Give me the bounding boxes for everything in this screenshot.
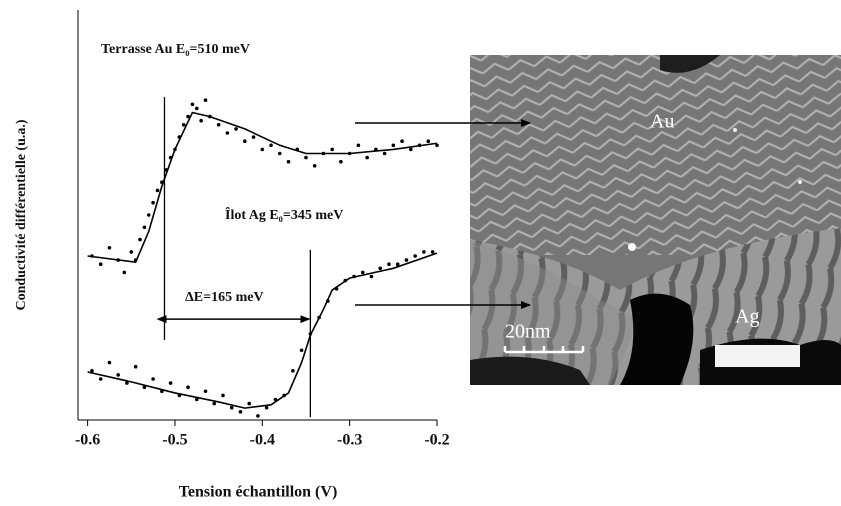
y-axis-label: Conductivité différentielle (u.a.) <box>14 119 29 310</box>
data-point <box>400 139 404 143</box>
data-point <box>146 213 151 217</box>
data-point <box>299 348 304 353</box>
x-tick-label: -0.3 <box>337 432 362 449</box>
data-point <box>382 151 387 156</box>
data-point <box>395 262 400 267</box>
data-point <box>98 377 103 381</box>
data-point <box>142 385 147 390</box>
data-point <box>339 159 343 164</box>
data-point <box>269 143 273 148</box>
data-point <box>356 143 361 148</box>
data-point <box>365 155 369 160</box>
data-point <box>155 188 160 193</box>
data-point <box>116 373 120 377</box>
data-point <box>151 200 155 205</box>
data-point <box>369 274 374 279</box>
fit-line <box>87 111 438 264</box>
data-point <box>378 266 383 271</box>
data-point <box>168 381 173 385</box>
scale-bar <box>503 346 585 354</box>
data-point <box>125 381 129 385</box>
image-label: Au <box>650 111 674 133</box>
data-point <box>151 377 155 381</box>
data-point <box>256 414 260 418</box>
data-point <box>199 118 203 123</box>
annotation: Îlot Ag E₀=345 meV <box>225 206 343 223</box>
data-point <box>203 389 208 394</box>
data-point <box>107 360 112 365</box>
data-point <box>90 369 94 373</box>
fit-line <box>87 252 438 409</box>
data-point <box>212 401 217 406</box>
data-point <box>181 123 186 127</box>
data-point <box>186 114 190 119</box>
data-point <box>221 393 225 398</box>
data-point <box>238 410 243 414</box>
annotation: Terrasse Au E₀=510 meV <box>101 42 250 57</box>
data-point <box>430 250 435 254</box>
data-point <box>422 250 426 254</box>
data-point <box>122 270 127 275</box>
x-tick-label: -0.5 <box>162 432 187 449</box>
data-point <box>225 131 230 135</box>
data-point <box>264 405 269 410</box>
data-point <box>435 143 439 148</box>
data-point <box>129 250 134 254</box>
image-label: Ag <box>735 306 759 328</box>
data-point <box>243 139 247 143</box>
data-point <box>387 262 391 267</box>
x-axis-label: Tension échantillon (V) <box>179 484 338 501</box>
data-point <box>360 270 365 275</box>
data-point <box>247 401 252 406</box>
data-point <box>404 258 409 262</box>
data-point <box>138 237 142 242</box>
data-point <box>413 254 417 258</box>
data-point <box>304 155 308 160</box>
data-point <box>186 385 190 390</box>
stm-image <box>470 55 841 385</box>
x-tick-label: -0.6 <box>75 432 100 449</box>
data-point <box>229 405 234 410</box>
data-point <box>133 364 138 369</box>
scale-bar-label: 20nm <box>505 321 551 343</box>
data-point <box>408 147 413 152</box>
data-point <box>312 164 317 168</box>
data-point <box>216 123 221 127</box>
data-point <box>277 151 282 156</box>
x-tick-label: -0.2 <box>424 432 449 449</box>
data-point <box>107 246 112 250</box>
data-point <box>194 397 199 402</box>
data-point <box>194 106 199 111</box>
annotation: ΔE=165 meV <box>185 290 264 305</box>
x-tick-label: -0.4 <box>250 432 275 449</box>
data-point <box>142 225 147 230</box>
data-point <box>260 147 265 152</box>
data-point <box>291 369 295 373</box>
data-point <box>98 262 103 267</box>
data-point <box>190 102 195 107</box>
data-point <box>391 143 396 148</box>
data-point <box>251 135 256 139</box>
data-point <box>330 147 334 152</box>
data-point <box>286 159 291 164</box>
data-point <box>234 127 238 131</box>
data-point <box>426 139 431 143</box>
data-point <box>203 98 208 102</box>
